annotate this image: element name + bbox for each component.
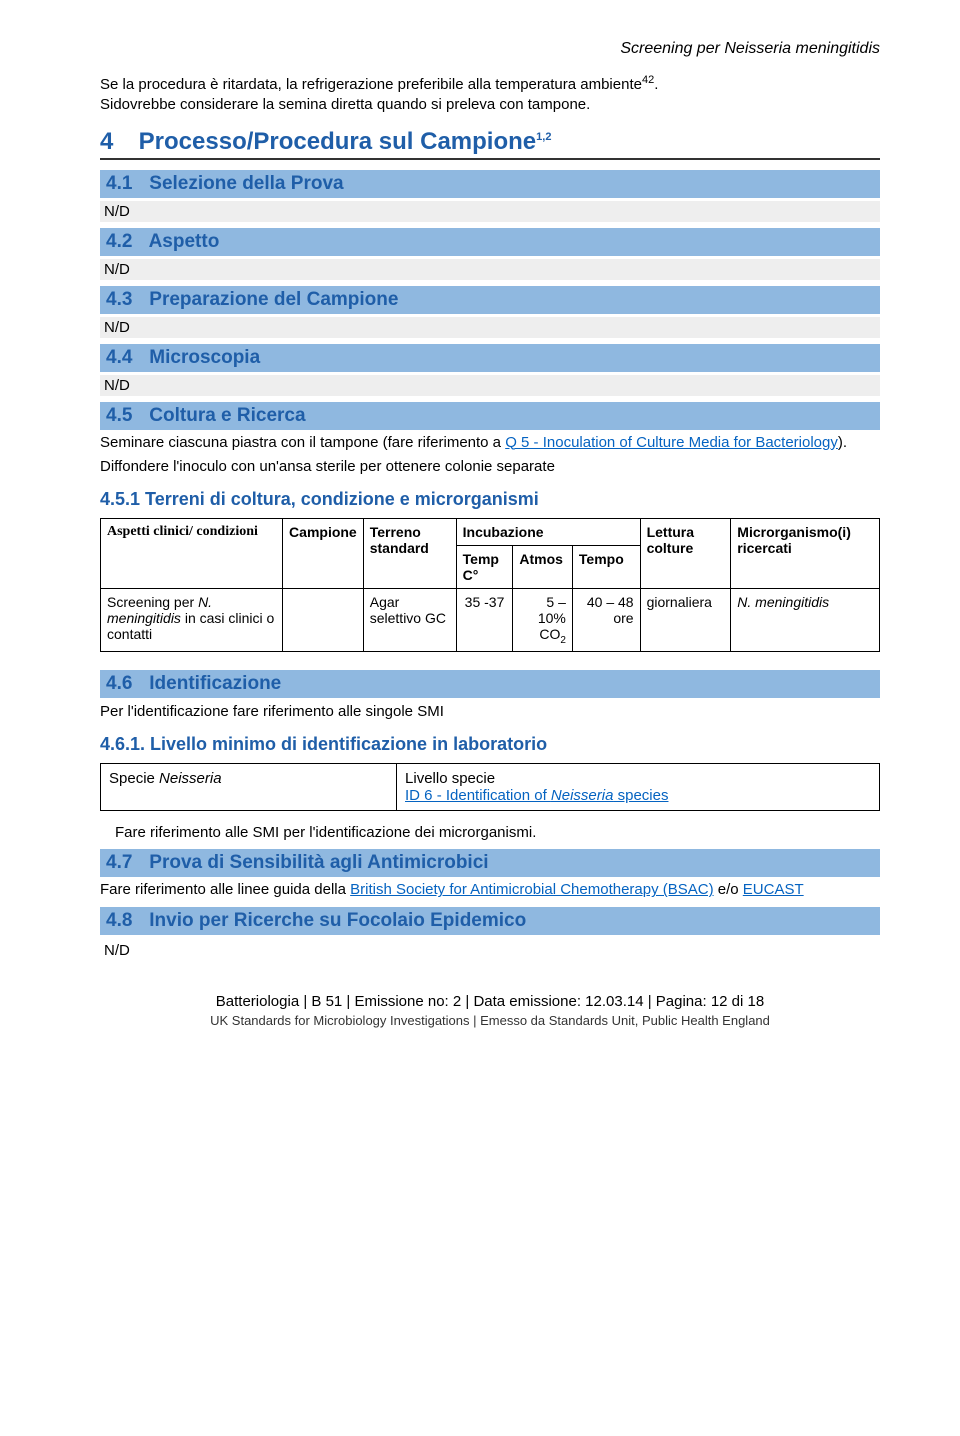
section-4-7-heading: 4.7 Prova di Sensibilità agli Antimicrob… xyxy=(100,849,880,877)
document-header: Screening per Neisseria meningitidis xyxy=(100,40,880,58)
s48-nd: N/D xyxy=(100,939,880,963)
section-4-5-heading: 4.5 Coltura e Ricerca xyxy=(100,402,880,430)
hdr-tempo: Tempo xyxy=(572,546,640,589)
section-4-5-1-heading: 4.5.1 Terreni di coltura, condizione e m… xyxy=(100,489,880,510)
section-4-title: Processo/Procedura sul Campione xyxy=(139,128,536,155)
ident-right-link[interactable]: ID 6 - Identification of Neisseria speci… xyxy=(405,787,668,804)
ident-left: Specie Neisseria xyxy=(101,764,397,811)
aspetti-pre: Screening per xyxy=(107,594,198,610)
cell-lettura: giornaliera xyxy=(640,589,731,652)
s44-title: Microscopia xyxy=(149,347,260,368)
page-container: Screening per Neisseria meningitidis Se … xyxy=(0,0,960,1058)
cell-atmos: 5 – 10% CO2 xyxy=(513,589,573,652)
s47-link2[interactable]: EUCAST xyxy=(743,881,804,898)
s47-num: 4.7 xyxy=(106,852,144,874)
s45-pre: Seminare ciascuna piastra con il tampone… xyxy=(100,434,505,451)
section-4-2-heading: 4.2 Aspetto xyxy=(100,228,880,256)
s41-title: Selezione della Prova xyxy=(149,173,343,194)
section-4-1-heading: 4.1 Selezione della Prova xyxy=(100,170,880,198)
s47-link1[interactable]: British Society for Antimicrobial Chemot… xyxy=(350,881,713,898)
s43-num: 4.3 xyxy=(106,289,144,311)
section-4-6-heading: 4.6 Identificazione xyxy=(100,670,880,698)
s46-num: 4.6 xyxy=(106,673,144,695)
s45-link[interactable]: Q 5 - Inoculation of Culture Media for B… xyxy=(505,434,838,451)
s48-num: 4.8 xyxy=(106,910,144,932)
hdr-incub: Incubazione xyxy=(456,519,640,546)
ident-link-post: species xyxy=(613,787,668,804)
s44-num: 4.4 xyxy=(106,347,144,369)
table-header-row: Aspetti clinici/ condizioni Campione Ter… xyxy=(101,519,880,546)
s43-nd: N/D xyxy=(100,317,880,338)
s47-title: Prova di Sensibilità agli Antimicrobici xyxy=(149,852,488,873)
intro-paragraph: Se la procedura è ritardata, la refriger… xyxy=(100,73,880,116)
footer-main: Batteriologia | B 51 | Emissione no: 2 |… xyxy=(100,993,880,1010)
section-4-heading: 4 Processo/Procedura sul Campione1,2 xyxy=(100,128,880,160)
s46-body: Per l'identificazione fare riferimento a… xyxy=(100,702,880,722)
s42-nd: N/D xyxy=(100,259,880,280)
s47-mid: e/o xyxy=(714,881,743,898)
culture-table: Aspetti clinici/ condizioni Campione Ter… xyxy=(100,518,880,652)
identification-table: Specie Neisseria Livello specie ID 6 - I… xyxy=(100,763,880,811)
cell-micro: N. meningitidis xyxy=(731,589,880,652)
s46-title: Identificazione xyxy=(149,673,281,694)
ident-left-pre: Specie xyxy=(109,770,159,787)
s42-num: 4.2 xyxy=(106,231,144,253)
s45-post: ). xyxy=(838,434,847,451)
section-4-num: 4 xyxy=(100,128,132,156)
atmos-l1: 5 – 10% xyxy=(538,594,566,626)
hdr-lettura: Lettura colture xyxy=(640,519,731,589)
section-4-3-heading: 4.3 Preparazione del Campione xyxy=(100,286,880,314)
cell-aspetti: Screening per N. meningitidis in casi cl… xyxy=(101,589,283,652)
table-row: Specie Neisseria Livello specie ID 6 - I… xyxy=(101,764,880,811)
ident-link-pre: ID 6 - Identification of xyxy=(405,787,551,804)
cell-campione xyxy=(283,589,364,652)
section-4-4-heading: 4.4 Microscopia xyxy=(100,344,880,372)
ident-right: Livello specie ID 6 - Identification of … xyxy=(397,764,880,811)
cell-tempo: 40 – 48 ore xyxy=(572,589,640,652)
s42-title: Aspetto xyxy=(149,231,220,252)
hdr-aspetti: Aspetti clinici/ condizioni xyxy=(101,519,283,589)
section-4-8-heading: 4.8 Invio per Ricerche su Focolaio Epide… xyxy=(100,907,880,935)
s45-title: Coltura e Ricerca xyxy=(149,405,305,426)
s47-body: Fare riferimento alle linee guida della … xyxy=(100,880,880,900)
s47-pre: Fare riferimento alle linee guida della xyxy=(100,881,350,898)
intro-line2: Sidovrebbe considerare la semina diretta… xyxy=(100,96,590,113)
s45-body1: Seminare ciascuna piastra con il tampone… xyxy=(100,433,880,453)
s43-title: Preparazione del Campione xyxy=(149,289,398,310)
ident-note: Fare riferimento alle SMI per l'identifi… xyxy=(115,823,880,843)
s45-body2: Diffondere l'inoculo con un'ansa sterile… xyxy=(100,457,880,477)
intro-line1: Se la procedura è ritardata, la refriger… xyxy=(100,76,642,93)
hdr-campione: Campione xyxy=(283,519,364,589)
ident-left-ital: Neisseria xyxy=(159,770,222,787)
hdr-terreno: Terreno standard xyxy=(363,519,456,589)
cell-temp: 35 -37 xyxy=(456,589,513,652)
footer-sub: UK Standards for Microbiology Investigat… xyxy=(100,1013,880,1028)
intro-line1-end: . xyxy=(654,76,658,93)
atmos-l2: CO xyxy=(539,626,560,642)
atmos-sub: 2 xyxy=(560,635,566,646)
ident-link-ital: Neisseria xyxy=(551,787,614,804)
intro-sup: 42 xyxy=(642,74,654,86)
hdr-atmos: Atmos xyxy=(513,546,573,589)
section-4-sup: 1,2 xyxy=(536,131,551,143)
s48-title: Invio per Ricerche su Focolaio Epidemico xyxy=(149,910,526,931)
section-4-6-1-heading: 4.6.1. Livello minimo di identificazione… xyxy=(100,734,880,755)
cell-terreno: Agar selettivo GC xyxy=(363,589,456,652)
s44-nd: N/D xyxy=(100,375,880,396)
ident-right-l1: Livello specie xyxy=(405,770,495,787)
hdr-micro: Microrganismo(i) ricercati xyxy=(731,519,880,589)
s41-num: 4.1 xyxy=(106,173,144,195)
s41-nd: N/D xyxy=(100,201,880,222)
hdr-temp: Temp C° xyxy=(456,546,513,589)
table-row: Screening per N. meningitidis in casi cl… xyxy=(101,589,880,652)
s45-num: 4.5 xyxy=(106,405,144,427)
